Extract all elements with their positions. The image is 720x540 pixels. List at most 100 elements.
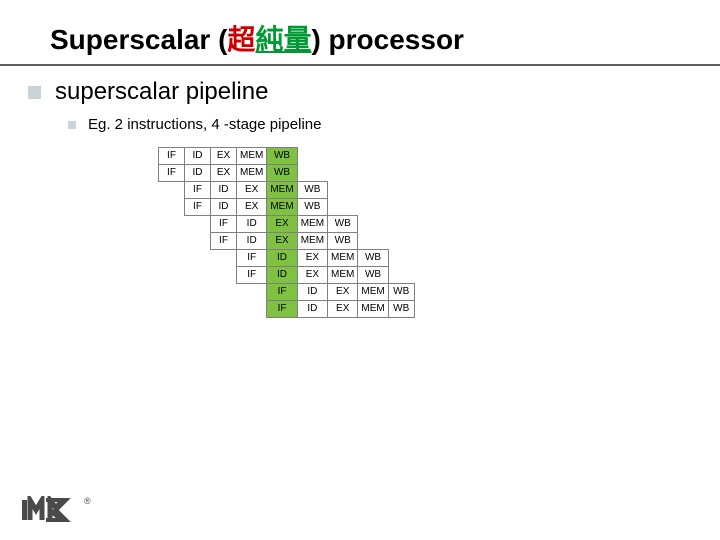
pipeline-empty-cell bbox=[185, 267, 211, 284]
pipeline-cell: ID bbox=[211, 182, 237, 199]
slide-title: Superscalar (超純量) processor bbox=[50, 18, 720, 58]
pipeline-empty-cell bbox=[159, 267, 185, 284]
pipeline-cell: EX bbox=[328, 301, 358, 318]
pipeline-cell: IF bbox=[185, 199, 211, 216]
pipeline-cell: WB bbox=[388, 301, 414, 318]
square-bullet-icon bbox=[28, 86, 41, 99]
pipeline-cell: WB bbox=[328, 216, 358, 233]
pipeline-empty-cell bbox=[211, 301, 237, 318]
pipeline-cell: MEM bbox=[358, 301, 388, 318]
pipeline-empty-cell bbox=[297, 148, 327, 165]
bullet-level2: Eg. 2 instructions, 4 -stage pipeline bbox=[68, 116, 720, 133]
pipeline-cell: WB bbox=[328, 233, 358, 250]
pipeline-cell: IF bbox=[267, 284, 297, 301]
title-section: Superscalar (超純量) processor bbox=[0, 0, 720, 64]
pipeline-cell: MEM bbox=[237, 148, 267, 165]
pipeline-cell: ID bbox=[237, 216, 267, 233]
pipeline-cell: ID bbox=[185, 148, 211, 165]
pipeline-cell: EX bbox=[328, 284, 358, 301]
pipeline-cell: MEM bbox=[328, 267, 358, 284]
pipeline-cell: EX bbox=[297, 250, 327, 267]
pipeline-cell: WB bbox=[267, 148, 297, 165]
pipeline-cell: EX bbox=[211, 148, 237, 165]
pipeline-empty-cell bbox=[159, 284, 185, 301]
pipeline-cell: IF bbox=[159, 148, 185, 165]
pipeline-row: IFIDEXMEMWB bbox=[159, 267, 415, 284]
pipeline-cell: EX bbox=[297, 267, 327, 284]
pipeline-empty-cell bbox=[388, 199, 414, 216]
pipeline-empty-cell bbox=[328, 182, 358, 199]
pipeline-cell: MEM bbox=[328, 250, 358, 267]
pipeline-cell: MEM bbox=[358, 284, 388, 301]
pipeline-row: IFIDEXMEMWB bbox=[159, 301, 415, 318]
pipeline-cell: EX bbox=[237, 199, 267, 216]
pipeline-cell: MEM bbox=[237, 165, 267, 182]
pipeline-empty-cell bbox=[211, 284, 237, 301]
pipeline-empty-cell bbox=[185, 233, 211, 250]
pipeline-row: IFIDEXMEMWB bbox=[159, 199, 415, 216]
title-part2: ) processor bbox=[311, 24, 464, 55]
pipeline-empty-cell bbox=[185, 301, 211, 318]
pipeline-cell: IF bbox=[237, 250, 267, 267]
title-cjk-green: 純量 bbox=[255, 24, 311, 55]
sub1-text: Eg. 2 instructions, 4 -stage pipeline bbox=[88, 116, 321, 133]
pipeline-row: IFIDEXMEMWB bbox=[159, 165, 415, 182]
pipeline-cell: EX bbox=[267, 233, 297, 250]
pipeline-cell: MEM bbox=[267, 182, 297, 199]
publisher-logo: ® bbox=[22, 496, 102, 524]
pipeline-cell: MEM bbox=[267, 199, 297, 216]
pipeline-row: IFIDEXMEMWB bbox=[159, 216, 415, 233]
pipeline-table: IFIDEXMEMWBIFIDEXMEMWBIFIDEXMEMWBIFIDEXM… bbox=[158, 147, 415, 318]
pipeline-cell: MEM bbox=[297, 233, 327, 250]
pipeline-cell: IF bbox=[211, 216, 237, 233]
title-part1: Superscalar ( bbox=[50, 24, 227, 55]
pipeline-empty-cell bbox=[328, 199, 358, 216]
pipeline-cell: ID bbox=[267, 250, 297, 267]
pipeline-cell: EX bbox=[211, 165, 237, 182]
pipeline-cell: MEM bbox=[297, 216, 327, 233]
pipeline-cell: IF bbox=[267, 301, 297, 318]
pipeline-empty-cell bbox=[388, 165, 414, 182]
pipeline-empty-cell bbox=[358, 165, 388, 182]
pipeline-cell: WB bbox=[358, 267, 388, 284]
pipeline-cell: ID bbox=[267, 267, 297, 284]
pipeline-row: IFIDEXMEMWB bbox=[159, 233, 415, 250]
pipeline-cell: IF bbox=[237, 267, 267, 284]
pipeline-empty-cell bbox=[211, 267, 237, 284]
pipeline-empty-cell bbox=[159, 216, 185, 233]
pipeline-cell: IF bbox=[211, 233, 237, 250]
pipeline-empty-cell bbox=[358, 199, 388, 216]
pipeline-empty-cell bbox=[358, 216, 388, 233]
pipeline-empty-cell bbox=[159, 199, 185, 216]
pipeline-cell: ID bbox=[297, 284, 327, 301]
trademark-symbol: ® bbox=[84, 496, 91, 506]
pipeline-cell: WB bbox=[358, 250, 388, 267]
pipeline-empty-cell bbox=[388, 148, 414, 165]
pipeline-empty-cell bbox=[358, 233, 388, 250]
pipeline-cell: ID bbox=[211, 199, 237, 216]
pipeline-empty-cell bbox=[297, 165, 327, 182]
pipeline-cell: WB bbox=[297, 199, 327, 216]
pipeline-empty-cell bbox=[358, 148, 388, 165]
pipeline-cell: WB bbox=[267, 165, 297, 182]
pipeline-empty-cell bbox=[388, 267, 414, 284]
pipeline-cell: ID bbox=[237, 233, 267, 250]
pipeline-empty-cell bbox=[388, 250, 414, 267]
pipeline-empty-cell bbox=[185, 250, 211, 267]
pipeline-row: IFIDEXMEMWB bbox=[159, 284, 415, 301]
pipeline-empty-cell bbox=[237, 284, 267, 301]
pipeline-cell: WB bbox=[297, 182, 327, 199]
pipeline-cell: WB bbox=[388, 284, 414, 301]
pipeline-cell: EX bbox=[267, 216, 297, 233]
pipeline-empty-cell bbox=[358, 182, 388, 199]
pipeline-cell: IF bbox=[185, 182, 211, 199]
pipeline-row: IFIDEXMEMWB bbox=[159, 250, 415, 267]
bullet-level1: superscalar pipeline bbox=[28, 78, 720, 106]
heading1-text: superscalar pipeline bbox=[55, 78, 268, 106]
pipeline-cell: EX bbox=[237, 182, 267, 199]
pipeline-empty-cell bbox=[237, 301, 267, 318]
pipeline-row: IFIDEXMEMWB bbox=[159, 148, 415, 165]
pipeline-row: IFIDEXMEMWB bbox=[159, 182, 415, 199]
pipeline-empty-cell bbox=[211, 250, 237, 267]
title-cjk-red: 超 bbox=[227, 24, 255, 55]
